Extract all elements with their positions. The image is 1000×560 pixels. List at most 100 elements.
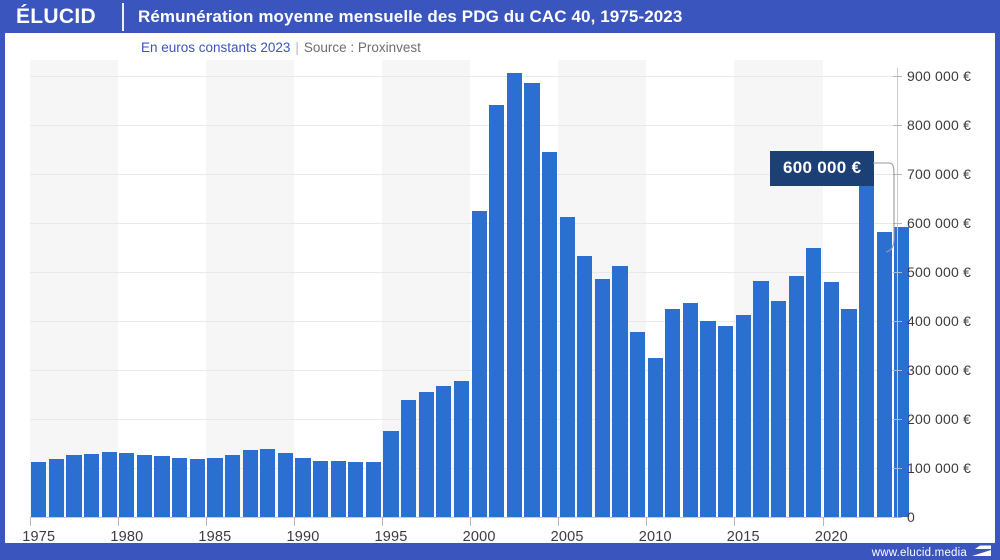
- gridline: [30, 320, 893, 322]
- bar[interactable]: [312, 460, 329, 517]
- gridline: [30, 271, 893, 273]
- y-tick-label: 500 000 €: [907, 263, 972, 280]
- bar[interactable]: [101, 451, 117, 517]
- bar[interactable]: [48, 459, 64, 517]
- bar[interactable]: [119, 453, 135, 517]
- y-tick: [893, 75, 902, 77]
- bar[interactable]: [66, 455, 82, 517]
- bar[interactable]: [31, 462, 47, 517]
- y-tick-label: 600 000 €: [907, 214, 972, 231]
- y-tick: [893, 271, 902, 273]
- bar[interactable]: [682, 302, 699, 517]
- bar[interactable]: [806, 248, 822, 517]
- plot-canvas: [30, 60, 910, 545]
- bar[interactable]: [260, 449, 276, 517]
- chart-subtitle: En euros constants 2023 | Source : Proxinv…: [141, 39, 421, 57]
- x-tick: [822, 517, 824, 526]
- x-tick-label: 2010: [638, 529, 672, 545]
- bar[interactable]: [718, 325, 734, 517]
- bar[interactable]: [612, 265, 628, 517]
- bar[interactable]: [365, 462, 382, 517]
- bar[interactable]: [753, 280, 769, 517]
- bar[interactable]: [189, 458, 205, 517]
- bar[interactable]: [242, 450, 258, 517]
- bar[interactable]: [876, 231, 892, 517]
- background-band: [30, 60, 119, 517]
- bar[interactable]: [418, 391, 434, 517]
- bar[interactable]: [735, 314, 751, 517]
- bar[interactable]: [770, 301, 787, 517]
- x-tick: [30, 517, 31, 526]
- x-tick: [646, 517, 648, 526]
- bar-series: [30, 60, 910, 517]
- bar[interactable]: [506, 73, 522, 517]
- bar[interactable]: [823, 281, 839, 517]
- y-axis: 0 100 000 € 200 000 € 300 000 € 400 000 € 500…: [889, 60, 994, 545]
- gridline: [30, 75, 893, 77]
- bar[interactable]: [594, 279, 610, 517]
- bar[interactable]: [383, 431, 399, 517]
- page-title: Rémunération moyenne mensuelle des PDG d…: [138, 6, 683, 26]
- bar[interactable]: [136, 455, 153, 517]
- y-tick: [893, 418, 902, 420]
- header-divider: [122, 2, 124, 31]
- bar[interactable]: [471, 210, 487, 517]
- y-tick: [893, 467, 902, 469]
- subtitle-separator: |: [295, 40, 299, 55]
- gridline: [30, 173, 893, 175]
- bar[interactable]: [154, 455, 170, 517]
- bar[interactable]: [84, 453, 100, 517]
- elucid-logo[interactable]: ÉLUCID: [16, 5, 96, 28]
- bar[interactable]: [665, 308, 681, 517]
- x-tick: [206, 517, 208, 526]
- footer-url[interactable]: www.elucid.media: [871, 547, 967, 559]
- x-tick: [470, 517, 472, 526]
- bar[interactable]: [348, 461, 364, 517]
- gridline: [30, 124, 893, 126]
- x-tick-label: 1985: [198, 529, 232, 545]
- bar[interactable]: [277, 453, 293, 517]
- y-tick-label: 300 000 €: [907, 361, 972, 378]
- y-tick-label: 800 000 €: [907, 116, 972, 133]
- x-tick-label: 1975: [22, 529, 56, 545]
- bar[interactable]: [330, 461, 346, 517]
- x-tick-label: 1995: [374, 529, 408, 545]
- bar[interactable]: [453, 380, 470, 517]
- bar[interactable]: [172, 457, 188, 517]
- bar[interactable]: [436, 385, 452, 517]
- bar[interactable]: [207, 458, 223, 517]
- bar[interactable]: [858, 166, 875, 517]
- x-tick-label: 1990: [286, 529, 320, 545]
- bar[interactable]: [401, 400, 417, 517]
- bar[interactable]: [489, 105, 505, 517]
- bar[interactable]: [541, 151, 558, 517]
- y-tick-label: 900 000 €: [907, 67, 972, 84]
- y-tick-label: 100 000 €: [907, 459, 972, 476]
- bar[interactable]: [788, 275, 804, 517]
- header-bar: ÉLUCID Rémunération moyenne mensuelle de…: [0, 0, 1000, 33]
- x-tick-label: 2015: [726, 529, 760, 545]
- bar[interactable]: [524, 83, 540, 517]
- bar[interactable]: [700, 320, 716, 517]
- bar[interactable]: [630, 331, 646, 517]
- y-tick-label: 400 000 €: [907, 312, 972, 329]
- bar[interactable]: [647, 357, 663, 517]
- plot-area: [25, 60, 910, 545]
- y-tick: [893, 369, 902, 371]
- bar[interactable]: [841, 308, 857, 517]
- y-tick-label: 200 000 €: [907, 410, 972, 427]
- chart-panel: En euros constants 2023 | Source : Proxinv…: [5, 33, 995, 545]
- background-band: [206, 60, 295, 517]
- x-tick: [382, 517, 384, 526]
- x-tick-label: 2020: [814, 529, 848, 545]
- bar[interactable]: [577, 255, 593, 517]
- footer-bar: www.elucid.media: [0, 543, 1000, 560]
- x-tick: [558, 517, 560, 526]
- bar[interactable]: [295, 457, 311, 517]
- elucid-arrow-icon: [972, 545, 991, 556]
- y-tick: [893, 222, 902, 224]
- bar[interactable]: [224, 455, 241, 517]
- bar[interactable]: [559, 216, 575, 517]
- x-axis-line: [30, 517, 893, 518]
